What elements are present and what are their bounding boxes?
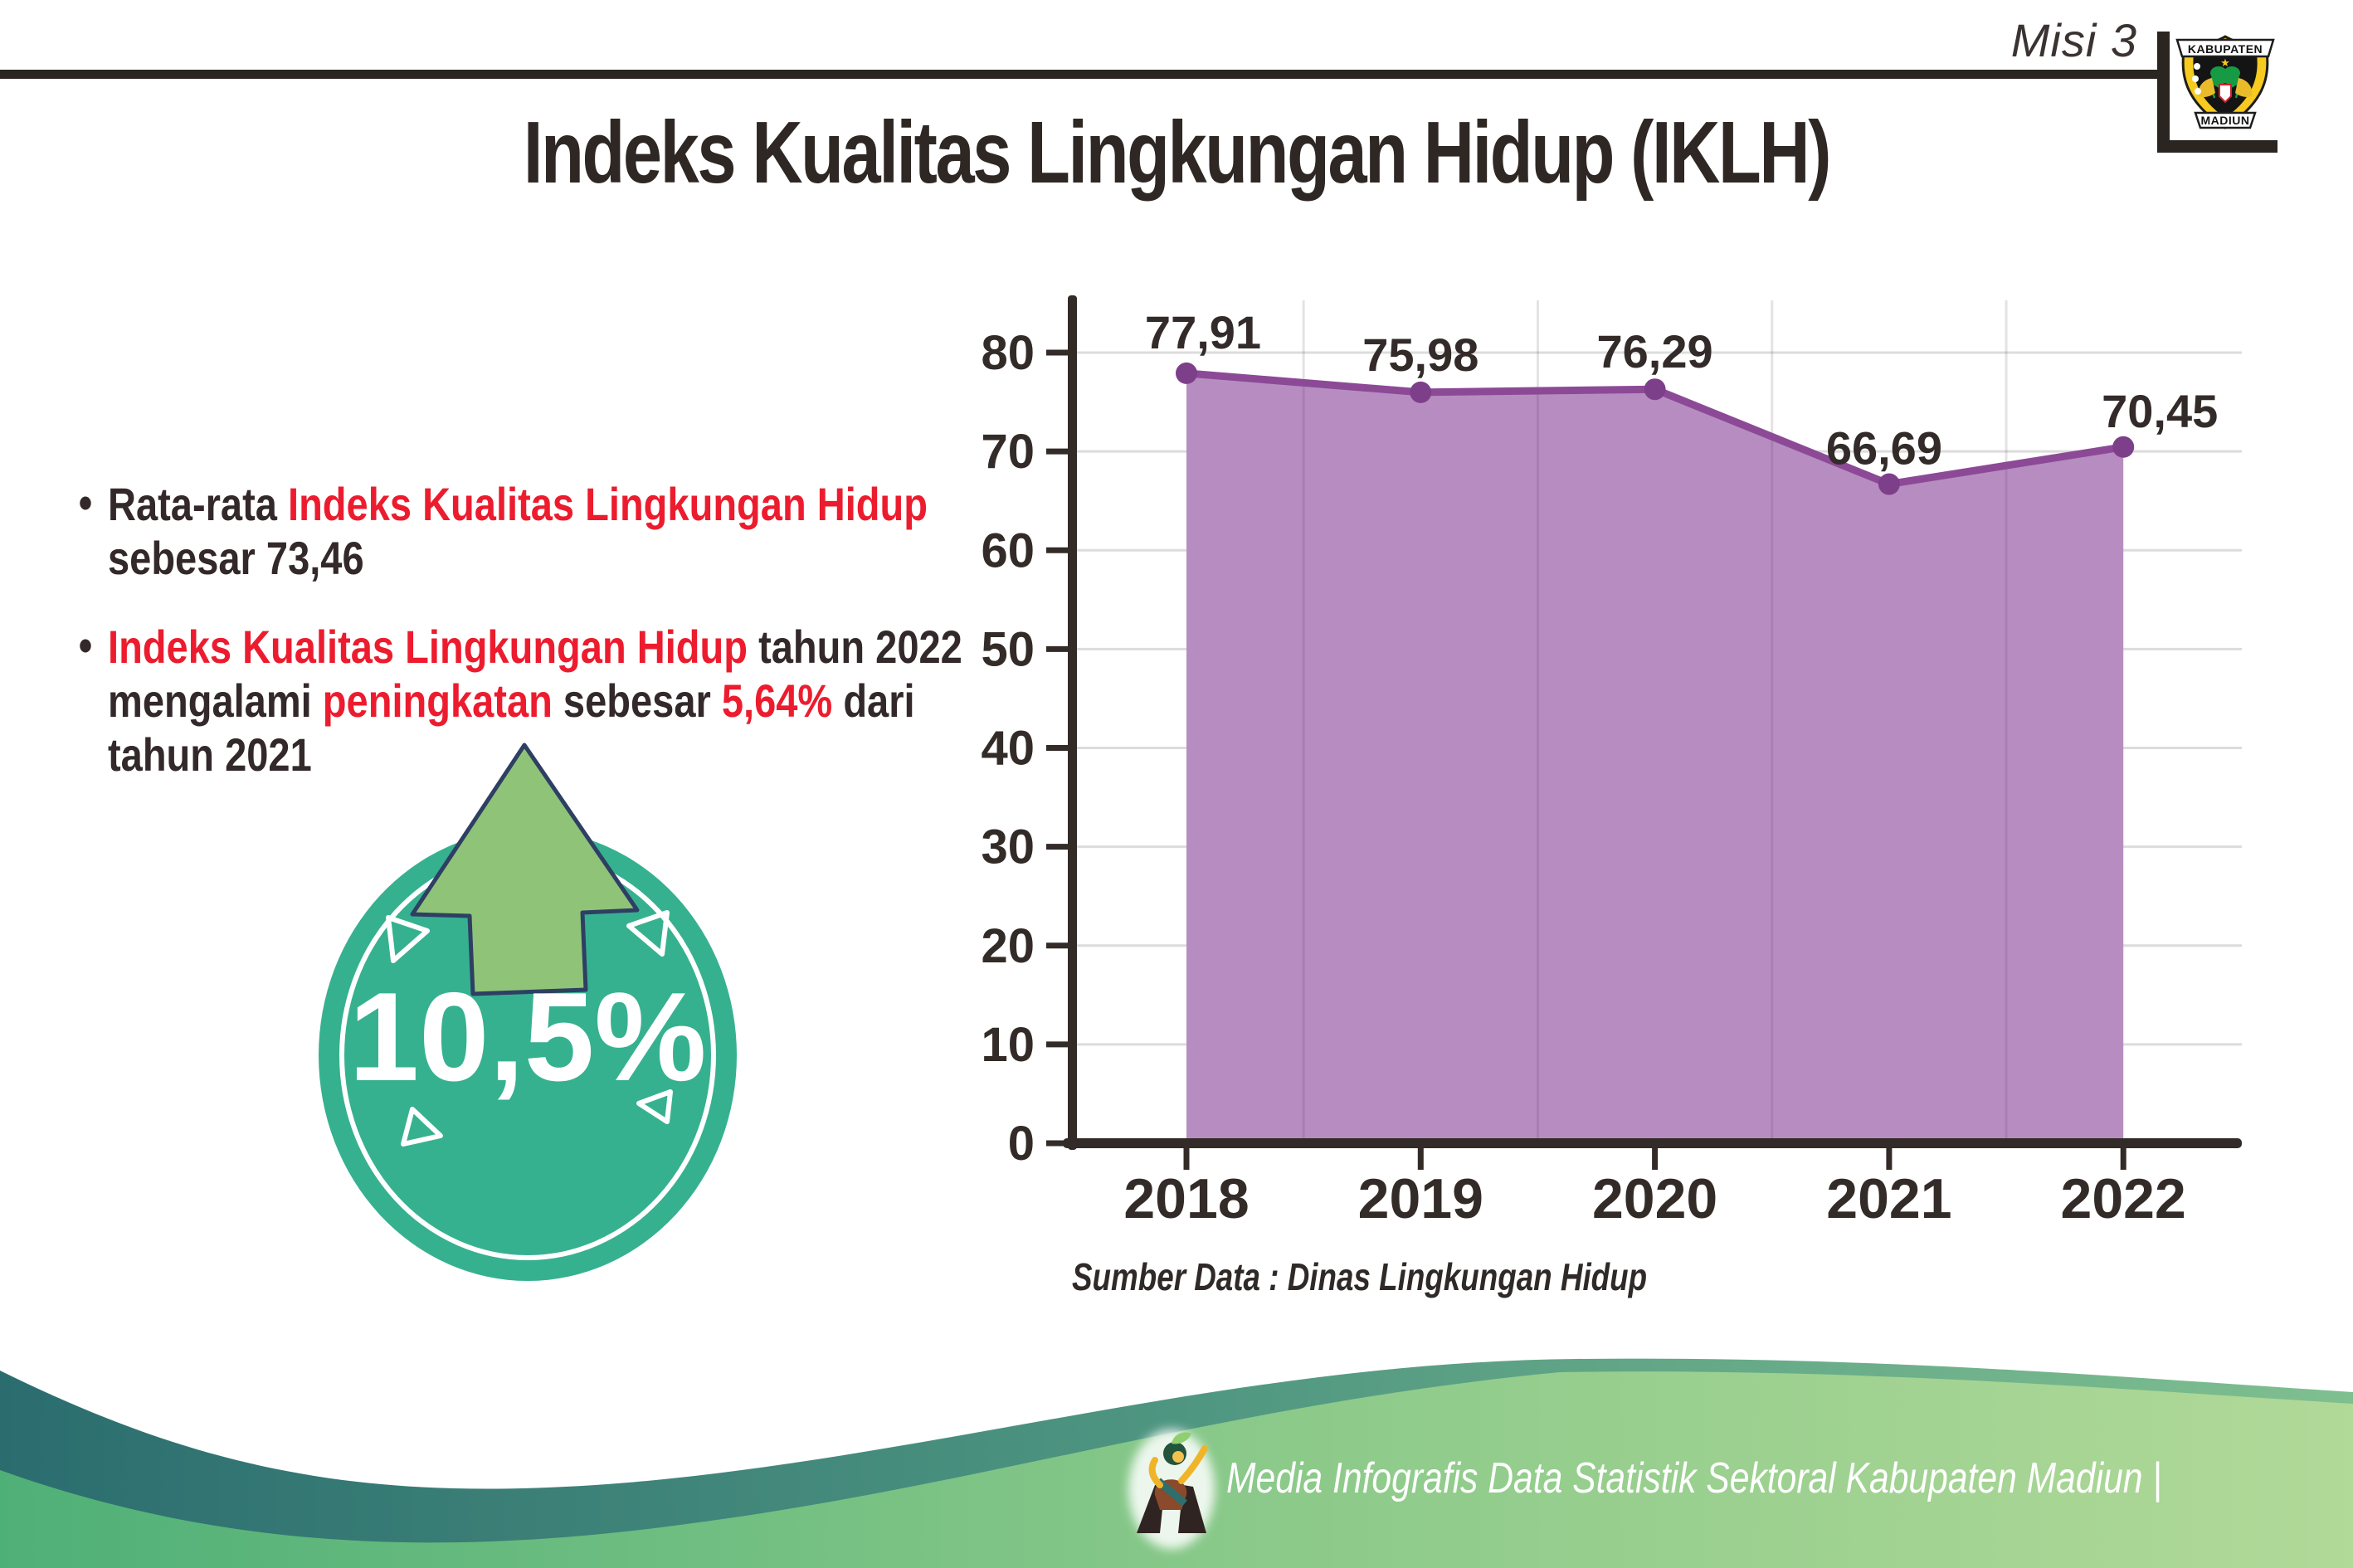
bullet-text-segment: mengalami	[108, 674, 323, 727]
header-rule	[0, 70, 2157, 79]
y-tick-label: 60	[981, 523, 1035, 577]
y-tick-label: 20	[981, 919, 1035, 973]
x-tick	[1886, 1148, 1893, 1170]
y-tick	[1046, 349, 1069, 356]
x-tick	[1652, 1148, 1659, 1170]
chart-y-axis	[1068, 295, 1077, 1150]
y-tick-label: 50	[981, 622, 1035, 676]
y-tick	[1046, 745, 1069, 751]
bullet-line: mengalami peningkatan sebesar 5,64% dari	[108, 674, 1084, 728]
y-tick	[1046, 547, 1069, 553]
logo-star-icon: ★	[2220, 56, 2230, 69]
bullet-text-segment: tahun 2021	[108, 728, 312, 781]
y-tick-label: 10	[981, 1018, 1035, 1072]
logo-frame	[2157, 32, 2277, 153]
bullet-text-segment: sebesar	[552, 674, 722, 727]
up-arrow-icon	[410, 743, 640, 996]
bullet-line: Indeks Kualitas Lingkungan Hidup tahun 2…	[108, 620, 1084, 674]
y-tick-label: 0	[1008, 1117, 1035, 1171]
y-tick	[1046, 448, 1069, 455]
y-tick-label: 80	[981, 326, 1035, 380]
bullet-text-segment: sebesar 73,46	[108, 532, 364, 584]
chart-point	[1410, 381, 1432, 403]
x-tick-label: 2021	[1826, 1167, 1951, 1230]
y-tick-label: 40	[981, 722, 1035, 776]
x-tick-label: 2020	[1592, 1167, 1717, 1230]
y-tick	[1046, 1041, 1069, 1048]
bullet-item: • Rata-rata Indeks Kualitas Lingkungan Hi…	[79, 476, 1084, 585]
chart-x-axis	[1063, 1138, 2242, 1148]
y-tick-label: 30	[981, 821, 1035, 874]
bullet-text-segment: peningkatan	[322, 674, 553, 727]
x-tick	[2120, 1148, 2126, 1170]
x-tick	[1417, 1148, 1424, 1170]
increase-badge: 10,5%	[319, 743, 737, 1281]
chart-point-label: 66,69	[1826, 422, 1942, 475]
bullet-text-segment: Rata-rata	[108, 478, 288, 530]
chart-point-label: 75,98	[1362, 329, 1479, 381]
logo-bottom-text: MADIUN	[2201, 114, 2250, 127]
bullet-line: Rata-rata Indeks Kualitas Lingkungan Hid…	[108, 477, 1084, 531]
x-tick	[1183, 1148, 1190, 1170]
chart-point	[1644, 378, 1666, 401]
chart-point-label: 70,45	[2102, 385, 2218, 437]
bullet-text-segment: tahun 2022	[748, 621, 962, 673]
bullet-text-segment: dari	[832, 674, 915, 727]
bullet-dot-icon: •	[78, 619, 93, 671]
footer-waves	[0, 1358, 2353, 1568]
misi-label: Misi 3	[2010, 14, 2137, 66]
x-tick-label: 2022	[2061, 1167, 2186, 1230]
y-tick-label: 70	[981, 425, 1035, 479]
y-tick	[1046, 645, 1069, 652]
x-tick-label: 2019	[1358, 1167, 1483, 1230]
chart-point	[1878, 473, 1900, 495]
x-tick-label: 2018	[1123, 1167, 1249, 1230]
data-source-note: Sumber Data : Dinas Lingkungan Hidup	[1072, 1255, 1648, 1298]
page-title: Indeks Kualitas Lingkungan Hidup (IKLH)	[523, 104, 1832, 202]
bullet-text-segment: 5,64%	[721, 674, 833, 727]
kabupaten-madiun-logo-icon: KABUPATEN ★ MADIUN	[2175, 35, 2275, 129]
logo-top-text: KABUPATEN	[2188, 42, 2263, 56]
y-tick	[1046, 1140, 1069, 1147]
chart-point-label: 76,29	[1597, 325, 1713, 377]
footer-credit: Media Infografis Data Statistik Sektoral…	[1226, 1454, 2162, 1502]
chart-point	[1176, 362, 1197, 384]
bullet-line: sebesar 73,46	[108, 531, 1084, 585]
bullet-list: • Rata-rata Indeks Kualitas Lingkungan Hi…	[79, 476, 1084, 816]
increase-percent-value: 10,5%	[349, 967, 707, 1108]
bullet-text-segment: Indeks Kualitas Lingkungan Hidup	[287, 478, 928, 530]
chart-point-label: 77,91	[1145, 306, 1261, 358]
badge-circle	[319, 830, 737, 1281]
bullet-text-segment: Indeks Kualitas Lingkungan Hidup	[108, 621, 748, 673]
badge-sparkle-triangles	[386, 910, 673, 1147]
y-tick	[1046, 942, 1069, 949]
y-tick	[1046, 844, 1069, 850]
bullet-item: • Indeks Kualitas Lingkungan Hidup tahun …	[79, 619, 1084, 782]
bullet-line: tahun 2021	[108, 728, 1084, 782]
bullet-dot-icon: •	[78, 476, 93, 528]
mascot-icon	[1128, 1429, 1215, 1549]
chart-point	[2112, 436, 2135, 458]
chart-area	[1186, 373, 2124, 1144]
